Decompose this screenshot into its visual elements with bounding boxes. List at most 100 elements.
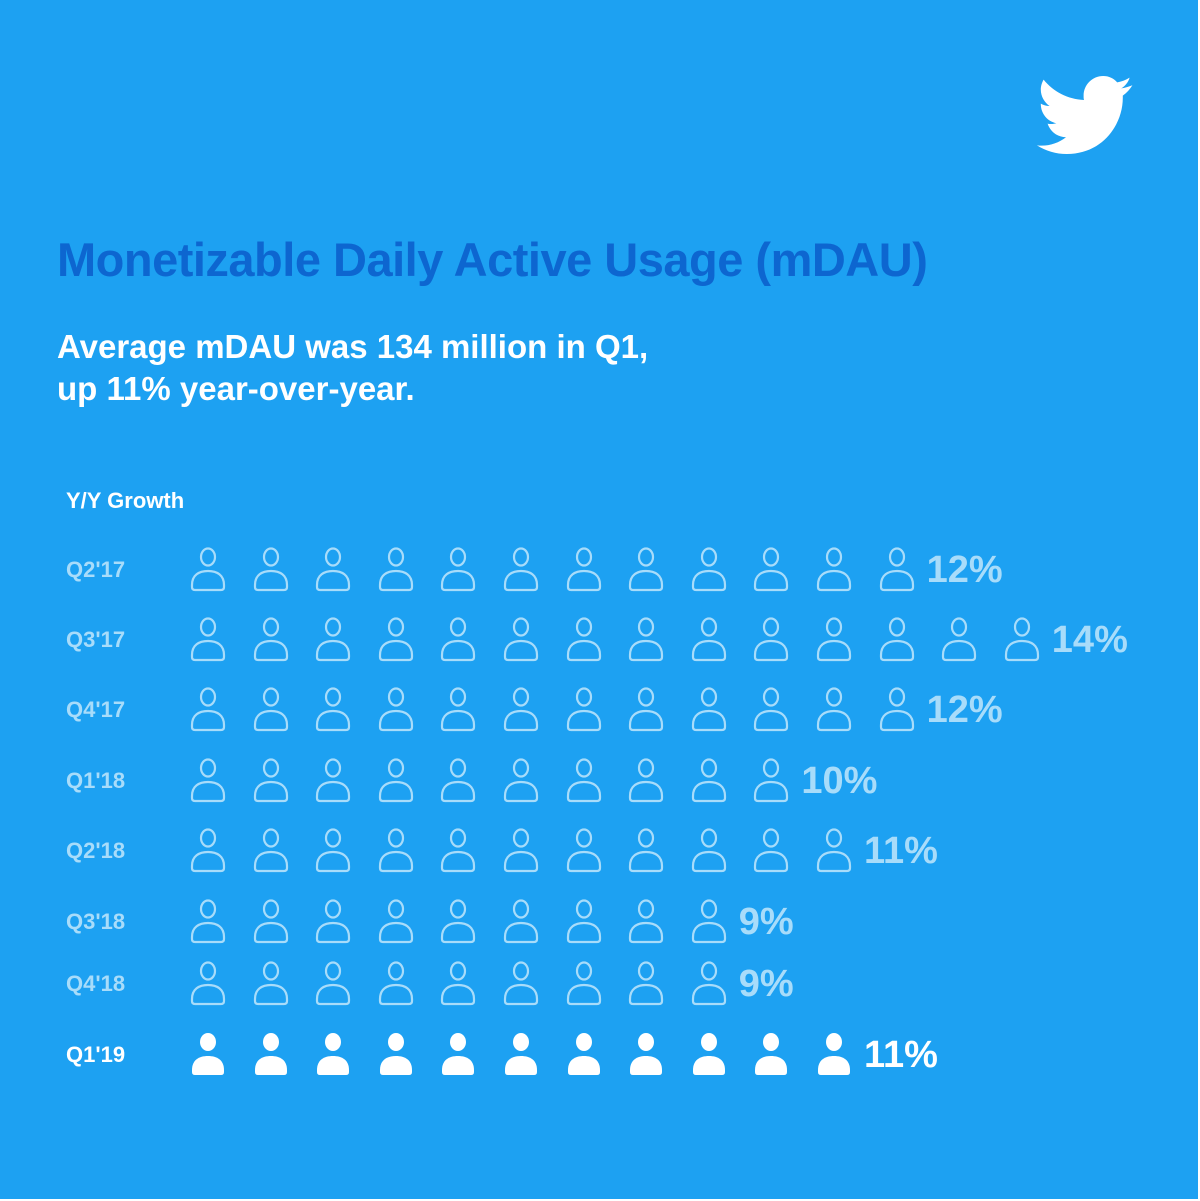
chart-row: Q2'18 11% bbox=[0, 826, 1198, 876]
person-icon bbox=[441, 687, 476, 732]
person-icon bbox=[190, 961, 226, 1006]
person-icon bbox=[503, 899, 539, 944]
person-icon bbox=[629, 617, 664, 662]
person-icon bbox=[253, 899, 288, 944]
person-icon bbox=[879, 547, 914, 592]
person-icon bbox=[691, 899, 726, 944]
chart-row: Q1'19 11% bbox=[0, 1030, 1198, 1080]
person-icon bbox=[503, 758, 539, 803]
category-label: Q4'18 bbox=[66, 971, 126, 996]
person-icon bbox=[441, 758, 476, 803]
person-icon bbox=[441, 547, 476, 592]
person-icon bbox=[566, 899, 601, 944]
value-label: 9% bbox=[738, 963, 794, 1005]
person-icon bbox=[441, 899, 476, 944]
person-icon bbox=[567, 1033, 600, 1075]
person-icon bbox=[754, 758, 789, 803]
person-icon bbox=[441, 828, 476, 873]
person-icon bbox=[378, 828, 413, 873]
person-icon bbox=[441, 617, 476, 662]
person-icon bbox=[754, 828, 789, 873]
person-icon bbox=[691, 961, 726, 1006]
person-icon bbox=[754, 687, 789, 732]
person-icon bbox=[630, 1033, 663, 1075]
person-icon bbox=[253, 687, 288, 732]
person-icon bbox=[816, 687, 852, 732]
person-icon bbox=[503, 961, 539, 1006]
person-icon bbox=[629, 547, 664, 592]
person-icon bbox=[566, 617, 601, 662]
person-icon bbox=[879, 687, 914, 732]
subtitle-line-2: up 11% year-over-year. bbox=[57, 370, 415, 407]
person-icon bbox=[942, 617, 977, 662]
person-icon bbox=[378, 547, 413, 592]
twitter-bird-icon bbox=[1036, 76, 1133, 154]
person-icon bbox=[629, 828, 664, 873]
person-icon bbox=[691, 758, 726, 803]
category-label: Q2'18 bbox=[66, 838, 126, 863]
person-icon bbox=[316, 758, 351, 803]
person-icon bbox=[378, 617, 413, 662]
person-icon bbox=[253, 828, 288, 873]
person-icon bbox=[629, 758, 664, 803]
person-icon bbox=[378, 758, 413, 803]
person-icon bbox=[503, 617, 539, 662]
chart-row: Q4'17 12% bbox=[0, 685, 1198, 735]
page-subtitle: Average mDAU was 134 million in Q1, up 1… bbox=[57, 326, 648, 410]
person-icon bbox=[1004, 617, 1039, 662]
subtitle-line-1: Average mDAU was 134 million in Q1, bbox=[57, 328, 649, 365]
page-title: Monetizable Daily Active Usage (mDAU) bbox=[57, 233, 928, 286]
person-icon bbox=[378, 687, 413, 732]
person-icon bbox=[378, 961, 413, 1006]
chart-row: Q1'18 10% bbox=[0, 756, 1198, 806]
person-icon bbox=[253, 617, 288, 662]
person-icon bbox=[316, 899, 351, 944]
person-icon bbox=[316, 961, 351, 1006]
person-icon bbox=[879, 617, 914, 662]
chart-row: Q2'17 12% bbox=[0, 545, 1198, 595]
person-icon bbox=[754, 547, 789, 592]
category-label: Q1'19 bbox=[66, 1042, 126, 1067]
person-icon bbox=[816, 547, 852, 592]
person-icon bbox=[316, 687, 351, 732]
person-icon bbox=[253, 758, 288, 803]
person-icon bbox=[629, 961, 664, 1006]
person-icon bbox=[629, 899, 664, 944]
person-icon bbox=[378, 899, 413, 944]
person-icon bbox=[818, 1033, 850, 1075]
person-icon bbox=[503, 547, 539, 592]
person-icon bbox=[253, 547, 288, 592]
chart-row: Q3'17 14% bbox=[0, 615, 1198, 665]
value-label: 12% bbox=[926, 549, 1003, 591]
category-label: Q3'18 bbox=[66, 909, 126, 934]
person-icon bbox=[566, 547, 601, 592]
category-label: Q2'17 bbox=[66, 557, 126, 582]
category-label: Q1'18 bbox=[66, 768, 126, 793]
person-icon bbox=[505, 1033, 537, 1075]
person-icon bbox=[192, 1033, 224, 1075]
person-icon bbox=[692, 1033, 725, 1075]
person-icon bbox=[254, 1033, 287, 1075]
chart-row: Q3'18 9% bbox=[0, 897, 1198, 947]
person-icon bbox=[503, 828, 539, 873]
value-label: 10% bbox=[801, 760, 878, 802]
person-icon bbox=[190, 828, 226, 873]
person-icon bbox=[629, 687, 664, 732]
person-icon bbox=[566, 961, 601, 1006]
person-icon bbox=[566, 758, 601, 803]
value-label: 12% bbox=[926, 689, 1003, 731]
person-icon bbox=[190, 687, 226, 732]
value-label: 9% bbox=[738, 901, 794, 943]
person-icon bbox=[566, 687, 601, 732]
person-icon bbox=[190, 899, 226, 944]
category-label: Q3'17 bbox=[66, 627, 126, 652]
person-icon bbox=[441, 961, 476, 1006]
value-label: 11% bbox=[864, 1034, 938, 1076]
person-icon bbox=[190, 758, 226, 803]
person-icon bbox=[503, 687, 539, 732]
person-icon bbox=[691, 687, 726, 732]
person-icon bbox=[691, 547, 726, 592]
person-icon bbox=[379, 1033, 412, 1075]
person-icon bbox=[316, 617, 351, 662]
